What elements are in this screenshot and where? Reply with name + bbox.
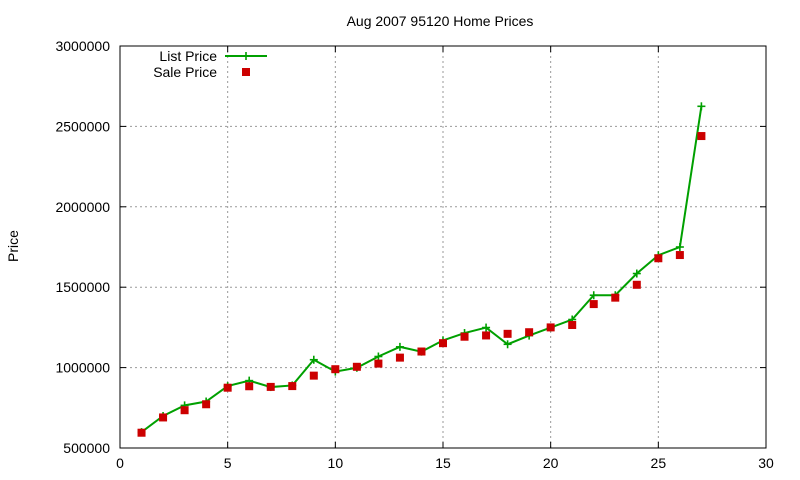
chart-title: Aug 2007 95120 Home Prices	[347, 13, 534, 29]
legend-label: List Price	[159, 48, 217, 64]
sale-price-point	[611, 293, 620, 302]
sale-price-point	[417, 347, 426, 356]
sale-price-point	[245, 382, 254, 391]
sale-price-point	[460, 332, 469, 341]
sale-price-point	[482, 331, 491, 340]
legend-marker-plus	[242, 52, 250, 60]
y-tick-label: 1000000	[55, 360, 110, 376]
sale-price-point	[675, 251, 684, 260]
list-price-point	[482, 323, 491, 332]
sale-price-point	[180, 406, 189, 415]
x-tick-label: 25	[651, 455, 667, 471]
sale-price-point	[589, 300, 598, 309]
list-price-point	[675, 243, 684, 251]
list-price-point	[697, 102, 706, 111]
sale-price-point	[309, 371, 318, 380]
sale-price-point	[395, 353, 404, 362]
x-tick-label: 30	[758, 455, 774, 471]
x-tick-label: 10	[328, 455, 344, 471]
sale-price-point	[352, 362, 361, 371]
x-tick-label: 0	[116, 455, 124, 471]
series-list-price	[137, 102, 706, 437]
legend-marker-square	[242, 68, 250, 76]
sale-price-point	[288, 382, 297, 391]
x-tick-label: 20	[543, 455, 559, 471]
y-tick-label: 500000	[63, 440, 110, 456]
sale-price-point	[202, 400, 211, 409]
sale-price-point	[223, 383, 232, 392]
series-sale-price	[137, 132, 706, 437]
sale-price-point	[568, 320, 577, 329]
sale-price-point	[697, 132, 706, 141]
sale-price-point	[632, 280, 641, 289]
list-price-point	[395, 342, 404, 351]
x-tick-label: 5	[224, 455, 232, 471]
y-tick-label: 1500000	[55, 279, 110, 295]
series-layer	[137, 102, 706, 437]
grid	[120, 46, 766, 448]
y-tick-label: 3000000	[55, 38, 110, 54]
y-axis-label: Price	[5, 230, 21, 262]
sale-price-point	[137, 428, 146, 437]
y-tick-label: 2000000	[55, 199, 110, 215]
list-price-line	[140, 106, 703, 433]
sale-price-point	[331, 365, 340, 374]
list-price-point	[374, 352, 383, 361]
list-price-point	[309, 355, 318, 364]
list-price-point	[589, 291, 598, 300]
plot-frame	[119, 45, 767, 449]
sale-price-point	[525, 328, 534, 337]
tick-labels: 0 5 10 15 20 25 30 500000 1000000 1500000 2000000 2…	[55, 38, 774, 471]
sale-price-point	[439, 339, 447, 348]
list-price-point	[632, 269, 641, 278]
sale-price-point	[654, 254, 663, 263]
sale-price-point	[374, 359, 383, 368]
list-price-point	[503, 340, 512, 349]
sale-price-point	[266, 382, 275, 391]
x-tick-label: 15	[435, 455, 451, 471]
sale-price-point	[503, 329, 512, 338]
sale-price-point	[546, 323, 555, 332]
y-tick-label: 2500000	[55, 118, 110, 134]
sale-price-point	[159, 413, 168, 422]
legend-label: Sale Price	[153, 64, 217, 80]
